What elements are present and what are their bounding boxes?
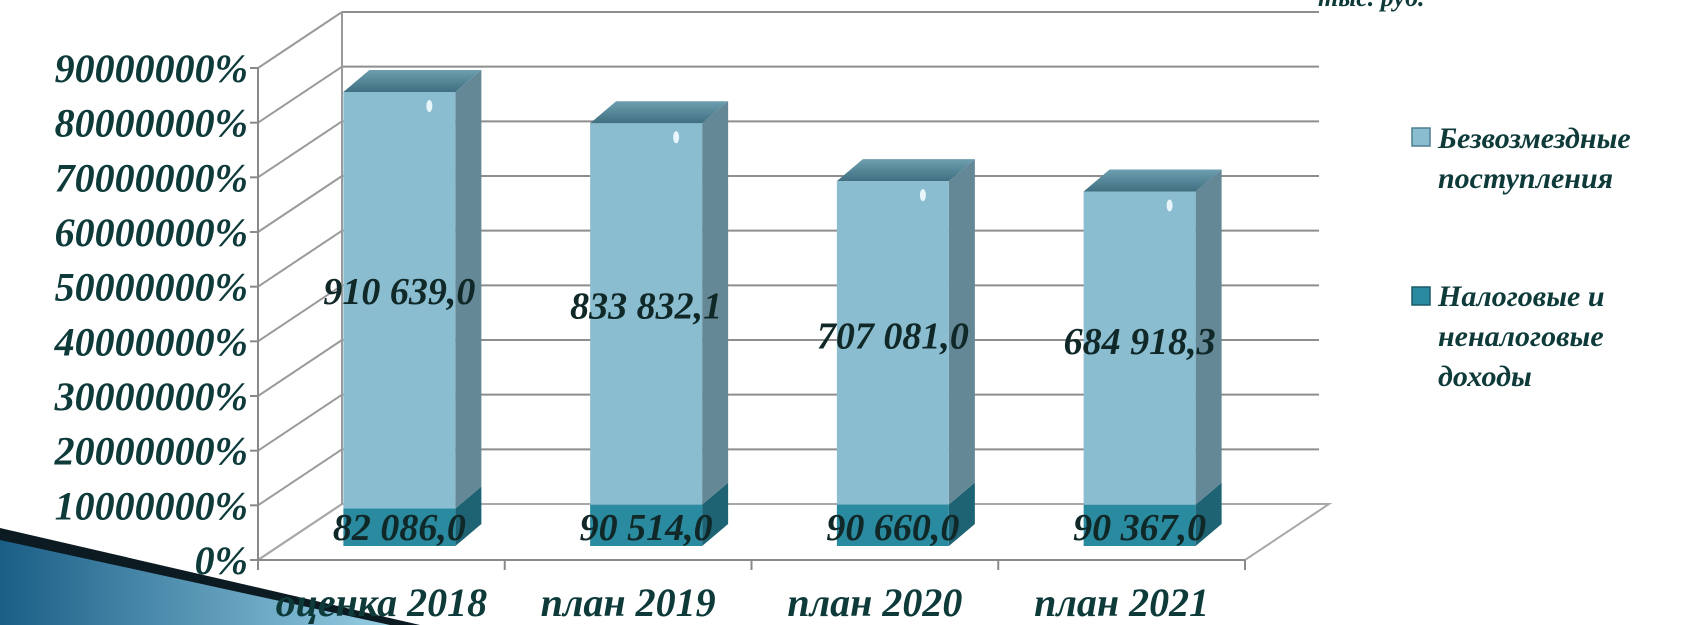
bar-side-face: [455, 70, 482, 509]
y-tick-label: 30000000%: [54, 374, 248, 419]
bar-side-face: [948, 159, 975, 505]
legend-label-bezvozmezdnye: Безвозмездные поступления: [1437, 122, 1631, 195]
data-label: 910 639,0: [323, 271, 475, 313]
legend-item-nalogovye: Налоговые и неналоговые доходы: [1411, 280, 1605, 393]
data-label: 90 367,0: [1073, 507, 1206, 549]
axes: [250, 67, 1246, 570]
bar-top-face: [590, 101, 729, 124]
bar-side-face: [702, 482, 729, 546]
x-category-label: план 2020: [787, 580, 962, 625]
data-labels: 82 086,0 910 639,0 90 514,0 833 832,1 90 660…: [323, 271, 1215, 549]
legend-swatch-nalogovye: [1411, 286, 1431, 306]
legend-item-bezvozmezdnye: Безвозмездные поступления: [1411, 122, 1631, 195]
bar-top-face: [1083, 169, 1222, 192]
bar-segment: [343, 70, 482, 509]
grid-line-side: [257, 448, 343, 507]
bar-segment: [1083, 482, 1222, 546]
bar-top-face: [836, 159, 975, 182]
y-tick-label: 70000000%: [55, 155, 248, 200]
bar-segment: [343, 486, 482, 546]
grid-line-side: [257, 65, 343, 124]
bar-side-face: [1195, 482, 1222, 546]
decorative-corner-shape: [0, 528, 420, 625]
y-tick-label: 80000000%: [55, 101, 248, 146]
bar-front-face: [590, 123, 703, 505]
y-tick-label: 0%: [195, 538, 248, 583]
bar-front-face: [836, 504, 949, 546]
bar-front-face: [343, 508, 456, 546]
grid-line-side: [257, 120, 343, 179]
y-tick-label: 90000000%: [55, 46, 248, 91]
bar-side-face: [948, 482, 975, 546]
data-label: 833 832,1: [570, 285, 722, 327]
bar-highlight: [1166, 199, 1173, 212]
bar-segment: [590, 101, 729, 505]
bar-highlight: [673, 131, 680, 144]
grid-line-side: [257, 339, 343, 397]
bar-front-face: [1083, 191, 1196, 505]
bar-front-face: [343, 92, 456, 509]
y-axis-tick-labels: 0% 10000000% 20000000% 30000000% 40000000% 50…: [54, 46, 248, 583]
x-category-label: оценка 2018: [276, 580, 487, 625]
grid-line-side: [257, 393, 343, 452]
legend: Безвозмездные поступления Налоговые и нена…: [1411, 122, 1631, 393]
x-axis-category-labels: оценка 2018 план 2019 план 2020 план 2021: [276, 580, 1209, 625]
bar-segment: [590, 482, 729, 546]
x-category-label: план 2019: [541, 580, 716, 625]
grid-line-side: [257, 284, 343, 343]
bars: [343, 70, 1222, 546]
data-label: 707 081,0: [817, 315, 969, 357]
bar-segment: [836, 159, 975, 505]
data-label: 684 918,3: [1064, 321, 1216, 363]
grid-line-side: [257, 175, 343, 233]
y-tick-label: 50000000%: [55, 265, 248, 310]
grid-line-side: [257, 229, 343, 288]
bar-side-face: [455, 486, 482, 546]
bar-top-face: [343, 70, 482, 92]
bar-segment: [836, 482, 975, 546]
bar-front-face: [1083, 504, 1196, 546]
y-tick-label: 10000000%: [55, 483, 248, 528]
bar-highlight: [919, 189, 926, 202]
bar-front-face: [836, 181, 949, 505]
legend-label-nalogovye: Налоговые и неналоговые доходы: [1437, 280, 1605, 393]
legend-swatch-bezvozmezdnye: [1411, 127, 1431, 147]
y-tick-label: 20000000%: [54, 429, 248, 474]
data-label: 90 660,0: [826, 507, 959, 549]
x-category-label: план 2021: [1034, 580, 1209, 625]
bar-segment: [1083, 169, 1222, 505]
bar-side-face: [1195, 169, 1222, 505]
data-label: 82 086,0: [333, 507, 466, 549]
data-label: 90 514,0: [580, 507, 713, 549]
bar-front-face: [590, 504, 703, 546]
unit-label: тыс. руб.: [1318, 0, 1424, 12]
y-tick-label: 40000000%: [54, 319, 248, 364]
bar-side-face: [702, 101, 729, 505]
y-tick-label: 60000000%: [55, 210, 248, 255]
bar-highlight: [426, 100, 433, 112]
grid-line-side: [257, 11, 343, 69]
